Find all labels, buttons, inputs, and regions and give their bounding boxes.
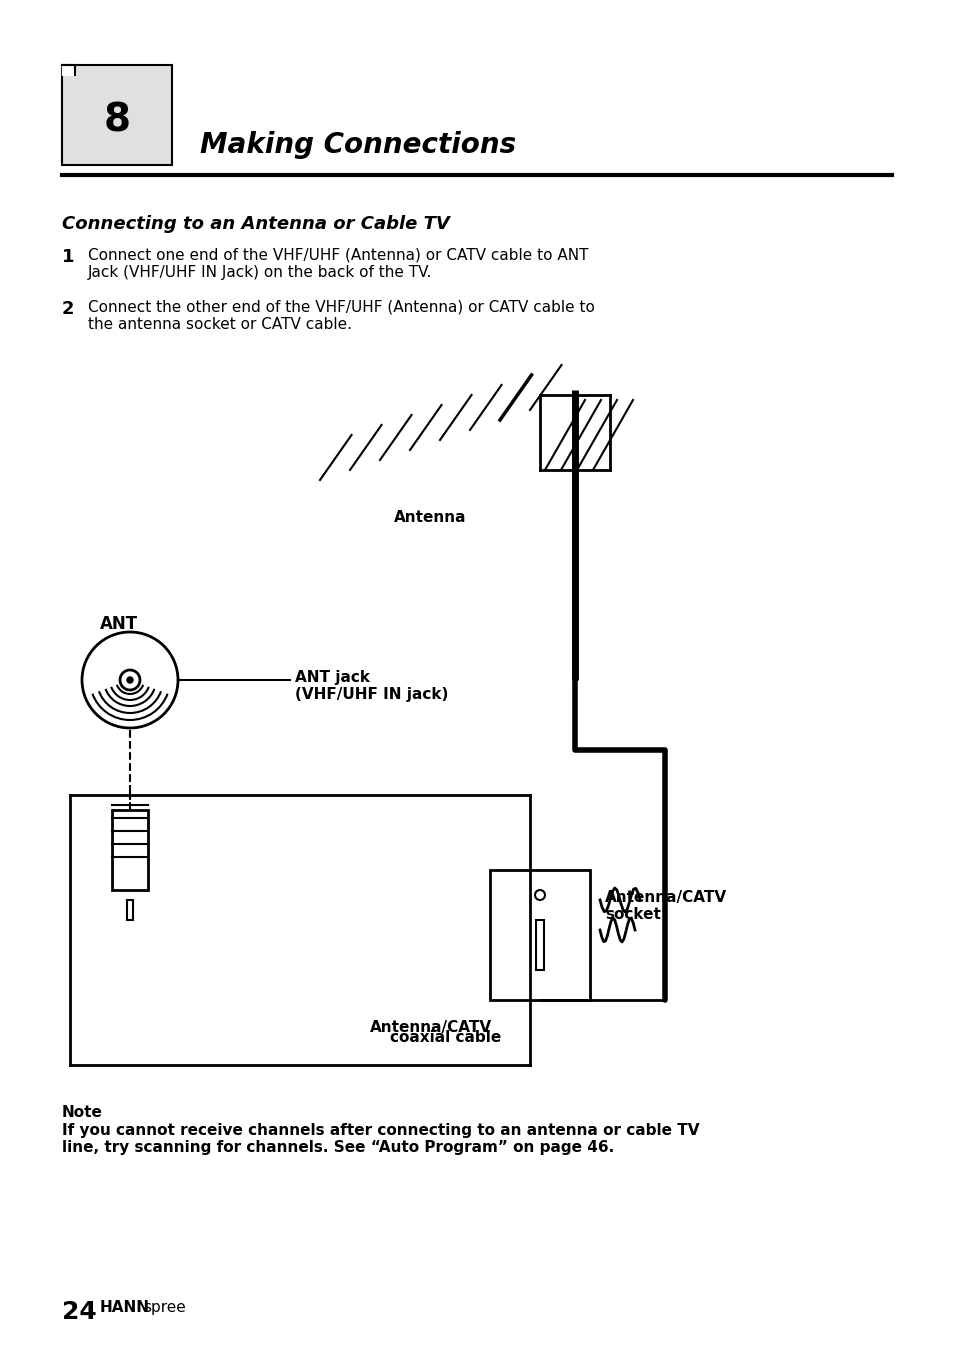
Polygon shape <box>62 65 75 74</box>
Text: 8: 8 <box>103 101 131 139</box>
Text: Note: Note <box>62 1105 103 1119</box>
Text: Antenna: Antenna <box>394 510 466 525</box>
Text: coaxial cable: coaxial cable <box>390 1030 500 1045</box>
Text: 1: 1 <box>62 247 74 266</box>
Text: 2: 2 <box>62 300 74 318</box>
Circle shape <box>127 677 132 683</box>
Text: If you cannot receive channels after connecting to an antenna or cable TV
line, : If you cannot receive channels after con… <box>62 1124 699 1156</box>
Bar <box>536 919 543 969</box>
Text: Connect one end of the VHF/UHF (Antenna) or CATV cable to ANT
Jack (VHF/UHF IN J: Connect one end of the VHF/UHF (Antenna)… <box>88 247 588 280</box>
Bar <box>490 869 589 1000</box>
Text: Connect the other end of the VHF/UHF (Antenna) or CATV cable to
the antenna sock: Connect the other end of the VHF/UHF (An… <box>88 300 595 333</box>
Text: Making Connections: Making Connections <box>200 131 516 160</box>
Text: ANT: ANT <box>100 615 138 633</box>
Text: Antenna/CATV
socket: Antenna/CATV socket <box>604 890 726 922</box>
FancyBboxPatch shape <box>62 65 172 165</box>
Bar <box>127 900 132 919</box>
Text: spree: spree <box>143 1301 186 1315</box>
Text: Antenna/CATV: Antenna/CATV <box>370 1019 492 1036</box>
Bar <box>112 810 148 890</box>
Text: 24: 24 <box>62 1301 96 1324</box>
Text: HANN: HANN <box>100 1301 150 1315</box>
Text: Connecting to an Antenna or Cable TV: Connecting to an Antenna or Cable TV <box>62 215 449 233</box>
Text: ANT jack
(VHF/UHF IN jack): ANT jack (VHF/UHF IN jack) <box>294 671 448 703</box>
